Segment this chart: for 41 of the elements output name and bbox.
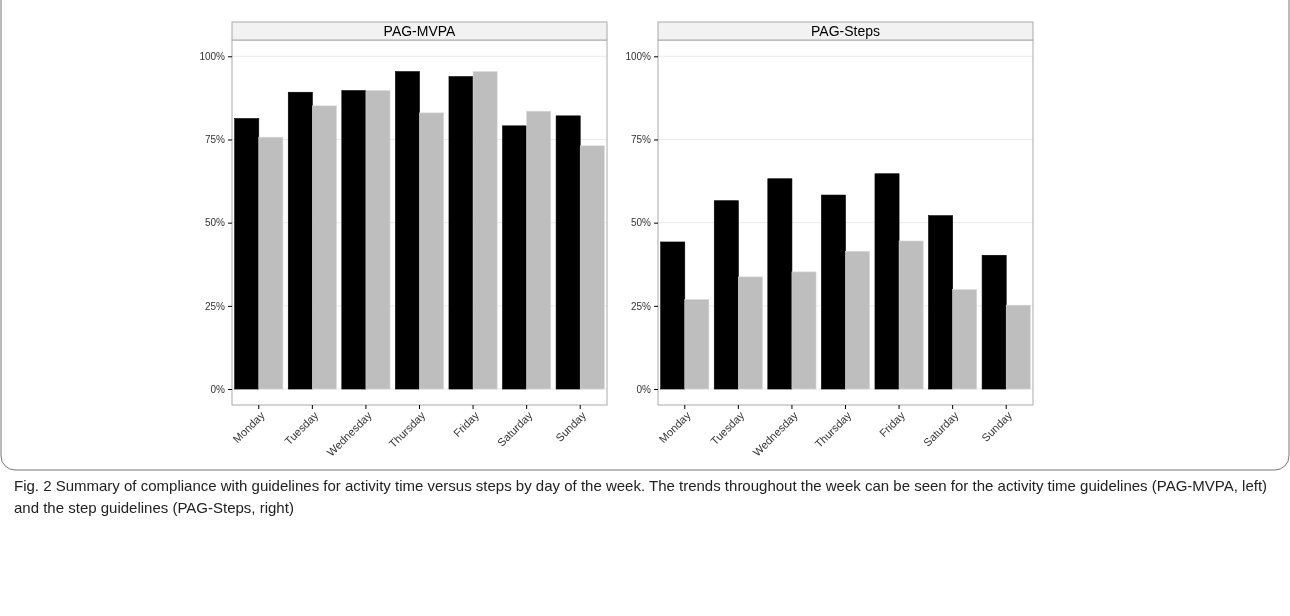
- bar: [845, 250, 870, 390]
- bar: [767, 178, 793, 390]
- bar: [952, 289, 978, 390]
- bar: [395, 71, 420, 390]
- bar: [874, 173, 900, 390]
- bar: [821, 194, 846, 390]
- bar: [502, 125, 527, 390]
- bar: [234, 118, 260, 390]
- bar: [713, 200, 739, 390]
- bar: [526, 110, 552, 390]
- bar: [419, 112, 444, 390]
- bar: [341, 90, 367, 390]
- bar: [981, 254, 1007, 390]
- bar: [472, 71, 498, 390]
- bar: [365, 90, 391, 390]
- bar: [684, 299, 710, 390]
- caption: Fig. 2 Summary of compliance with guidelines for activity time versus steps by day of the week. The trends throughout the week can be seen for the activity time guidelines (PAG-MVPA, left) and the step guidelines (PAG-Steps, right): [14, 476, 1269, 518]
- bar: [898, 240, 924, 390]
- chart-title: PAG-Steps: [811, 23, 880, 39]
- chart-title: PAG-MVPA: [383, 23, 457, 39]
- y-tick-label: 100%: [625, 51, 652, 62]
- bar: [928, 215, 953, 390]
- y-tick-label: 25%: [630, 300, 652, 312]
- y-tick-label: 100%: [199, 51, 226, 62]
- bar: [448, 76, 474, 390]
- y-tick-label: 50%: [630, 217, 652, 229]
- y-tick-label: 75%: [630, 134, 652, 146]
- bar: [287, 91, 313, 390]
- bar: [258, 136, 284, 390]
- bar: [579, 145, 605, 390]
- y-tick-label: 25%: [204, 300, 226, 312]
- bar: [791, 271, 817, 390]
- y-tick-label: 75%: [204, 134, 226, 146]
- bar: [312, 105, 337, 390]
- bar: [1005, 304, 1031, 390]
- bar: [738, 276, 763, 390]
- y-tick-label: 0%: [636, 383, 652, 395]
- bar: [555, 115, 581, 390]
- bar: [660, 241, 686, 390]
- y-tick-label: 50%: [204, 217, 226, 229]
- y-tick-label: 0%: [210, 383, 226, 395]
